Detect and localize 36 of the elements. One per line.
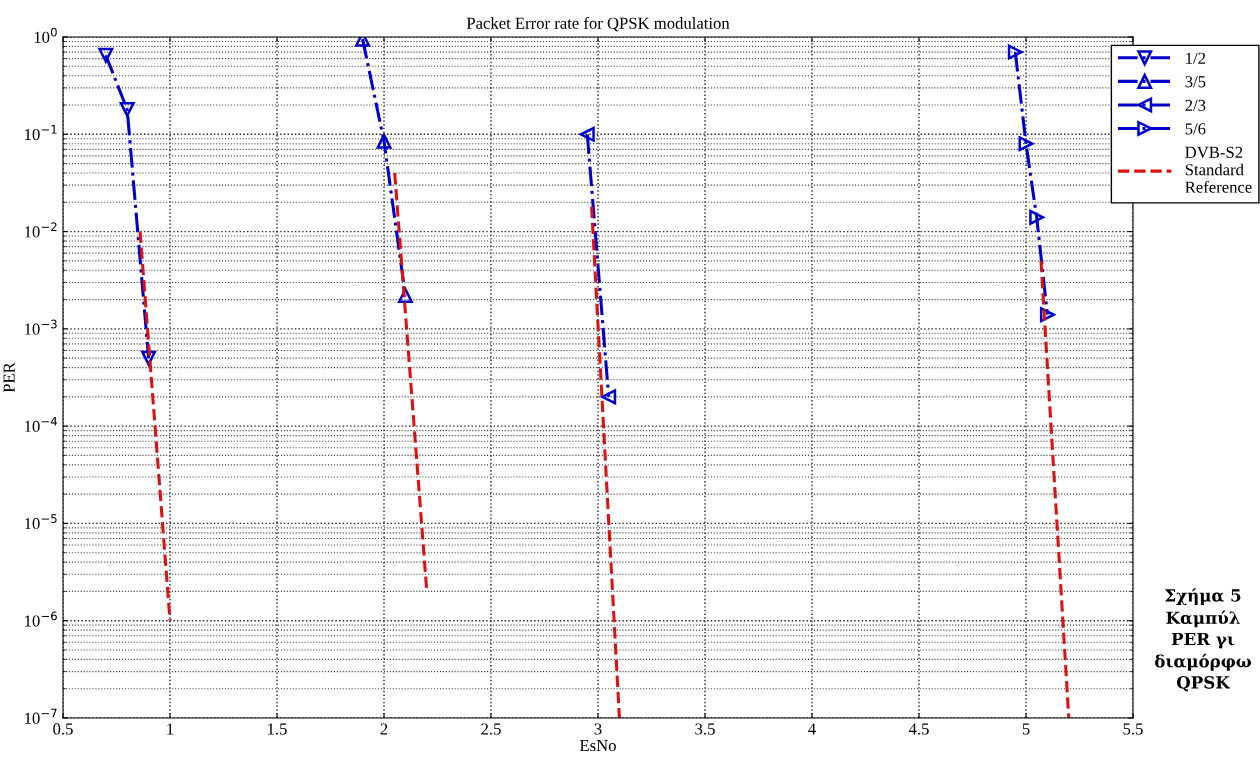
legend-label: 1/2 [1186,52,1206,64]
x-tick-label: 3 [594,723,602,735]
x-tick-label: 1 [167,723,174,735]
text: Σχήμα 5 Καμπύλ PER γι διαμόρφω QPSK [1155,588,1251,692]
x-tick-label: 2 [380,723,388,735]
legend-label: DVB-S2 Standard Reference [1185,146,1252,193]
point [1007,44,1023,60]
chart-title: Packet Error rate for QPSK modulation [466,16,730,32]
x-tick-label: 3.5 [695,723,715,735]
y-tick-label: 10$^{0}$ [34,27,57,43]
point [1018,136,1034,152]
legend-label: 5/6 [1185,123,1206,135]
x-tick-label: 2.5 [481,723,501,735]
y-tick-label: 10$^{−4}$ [25,416,58,432]
x-tick-label: 0.5 [53,723,73,735]
point [376,133,392,149]
x-tick-label: 4.5 [908,723,929,735]
point [1029,209,1045,225]
point [98,47,114,63]
legend-label: 2/3 [1185,99,1206,111]
x-tick-label: 5 [1022,723,1030,735]
y-tick-label: 10$^{−6}$ [25,611,57,627]
x-axis-title: EsNo [579,740,616,752]
y-tick-label: 10$^{−5}$ [25,514,57,530]
point [579,126,595,142]
y-tick-label: 10$^{−1}$ [25,125,57,141]
x-tick-label: 4 [808,723,816,735]
x-tick-label: 1.5 [268,723,287,735]
point [119,101,135,117]
y-tick-label: 10$^{−2}$ [25,222,57,238]
x-tick-label: 5.5 [1123,723,1143,735]
legend-label: 3/5 [1185,76,1206,88]
point [601,389,617,405]
y-tick-label: 10$^{−7}$ [25,708,57,724]
y-axis-title: PER [3,362,15,393]
y-tick-label: 10$^{−3}$ [25,319,57,335]
